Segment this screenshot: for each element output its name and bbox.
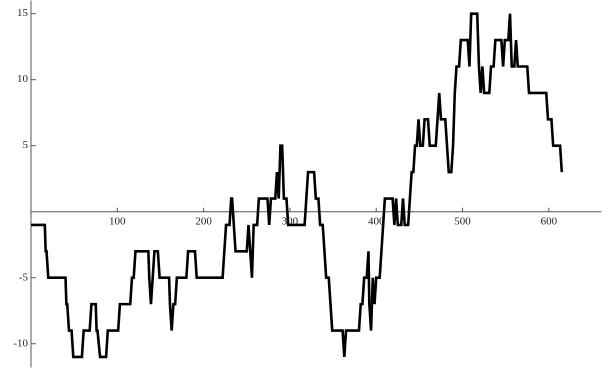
x-tick-label: 600 bbox=[541, 215, 558, 227]
x-tick-label: 200 bbox=[195, 215, 212, 227]
y-tick-label: 5 bbox=[23, 139, 29, 151]
y-tick-label: 10 bbox=[17, 73, 29, 85]
x-tick-label: 400 bbox=[368, 215, 385, 227]
data-line bbox=[31, 12, 564, 359]
y-tick-label: 15 bbox=[17, 7, 29, 19]
x-tick-label: 500 bbox=[454, 215, 471, 227]
y-tick-label: -5 bbox=[19, 271, 29, 283]
x-tick-label: 100 bbox=[109, 215, 126, 227]
y-tick-label: -10 bbox=[13, 337, 28, 349]
